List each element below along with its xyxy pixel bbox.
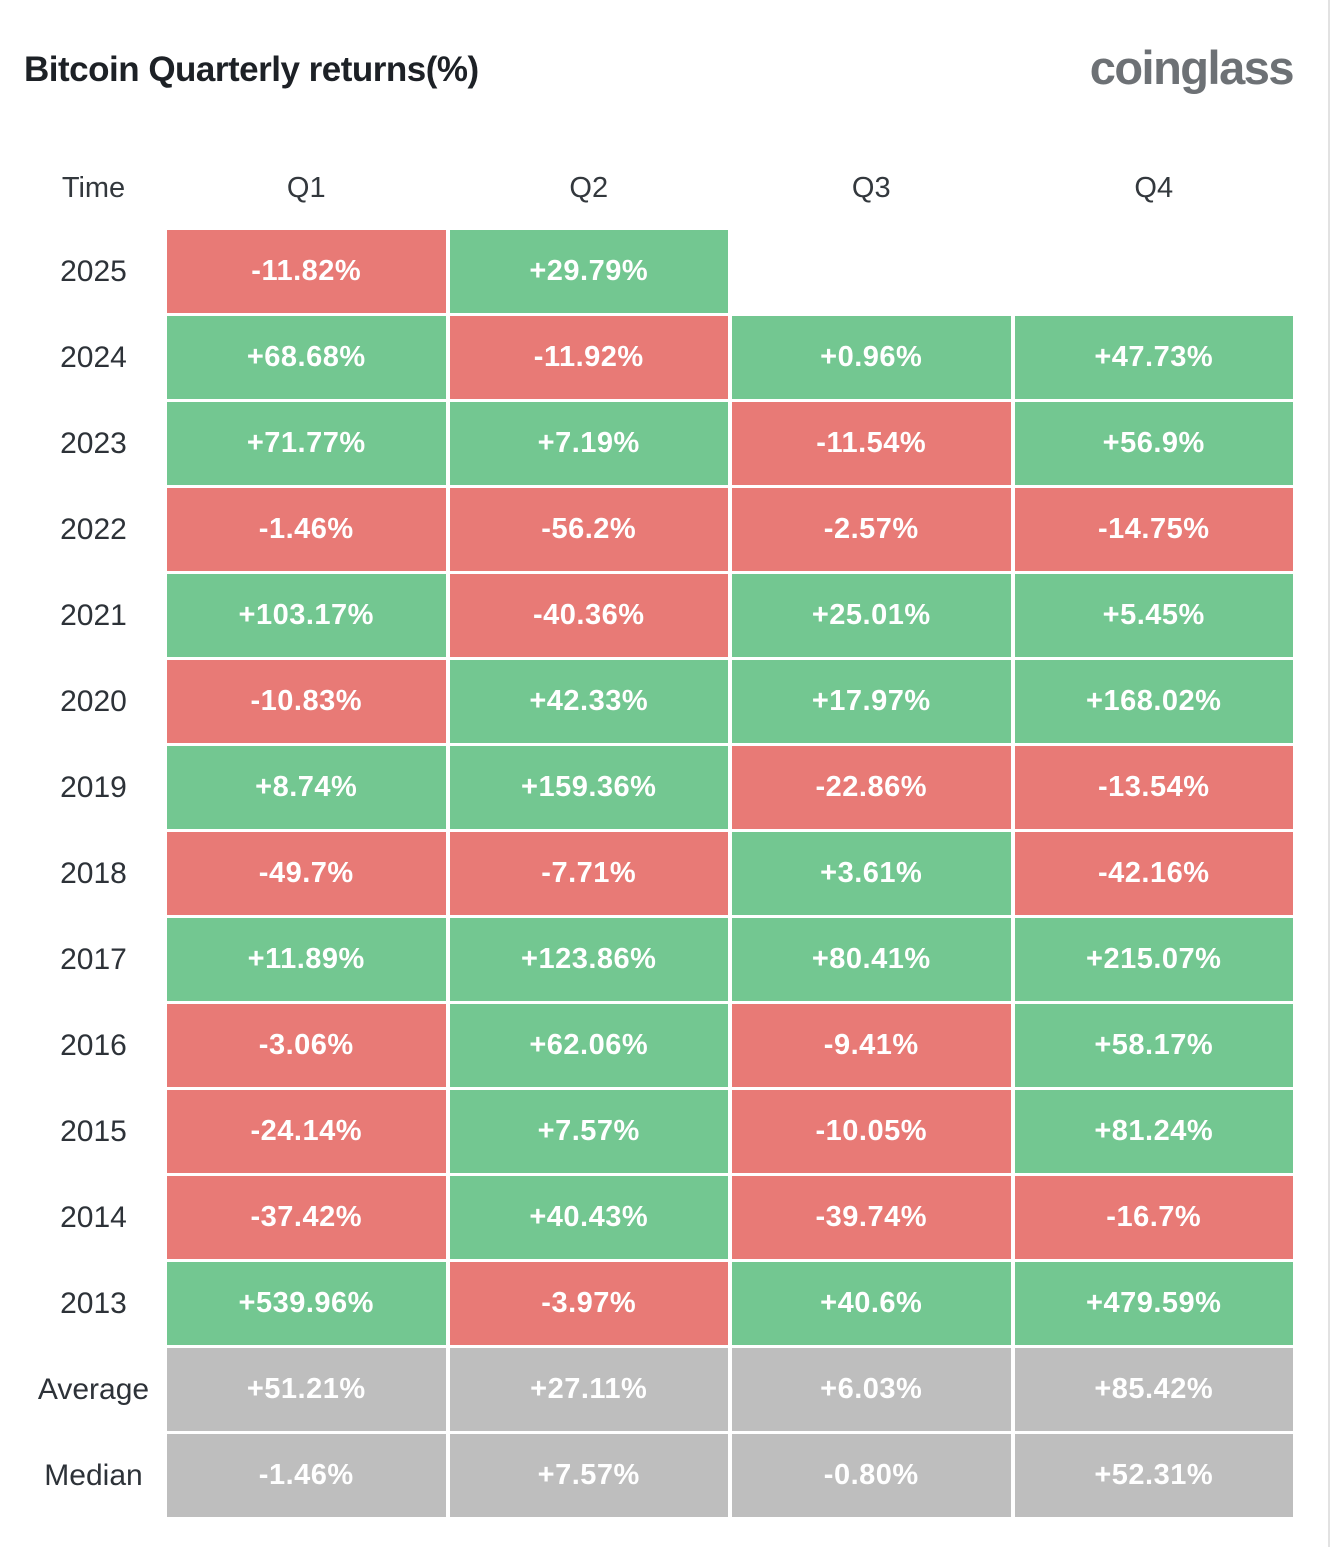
return-cell-2022-q4: -14.75%	[1014, 488, 1293, 571]
return-cell-median-q2: +7.57%	[449, 1434, 728, 1517]
return-cell-average-q3: +6.03%	[732, 1348, 1011, 1431]
header-bar: Bitcoin Quarterly returns(%) coinglass	[0, 0, 1332, 92]
col-header-q2: Q2	[569, 171, 609, 204]
return-cell-2019-q1: +8.74%	[167, 746, 446, 829]
return-cell-2016-q4: +58.17%	[1014, 1004, 1293, 1087]
row-label-average: Average	[37, 1372, 150, 1406]
col-header-q4: Q4	[1134, 171, 1174, 204]
scrollbar[interactable]	[1328, 0, 1330, 1547]
return-cell-2018-q2: -7.71%	[449, 832, 728, 915]
return-cell-2023-q2: +7.19%	[449, 402, 728, 485]
return-cell-2025-q3	[732, 230, 1011, 313]
returns-grid: 2025 -11.82% +29.79% 2024 +68.68% -11.92% +0.9…	[24, 230, 1293, 1517]
coinglass-logo[interactable]: coinglass	[1089, 41, 1295, 94]
row-label-2014: 2014	[60, 1200, 127, 1234]
return-cell-2013-q2: -3.97%	[449, 1262, 728, 1345]
row-label-2023: 2023	[60, 426, 127, 460]
row-label-2025: 2025	[60, 254, 127, 288]
return-cell-average-q1: +51.21%	[167, 1348, 446, 1431]
row-label-2016: 2016	[60, 1028, 127, 1062]
return-cell-2014-q3: -39.74%	[732, 1176, 1011, 1259]
return-cell-2015-q4: +81.24%	[1014, 1090, 1293, 1173]
return-cell-2024-q2: -11.92%	[449, 316, 728, 399]
return-cell-2017-q1: +11.89%	[167, 918, 446, 1001]
row-label-2021: 2021	[60, 598, 127, 632]
returns-grid-header: Time Q1 Q2 Q3 Q4	[24, 166, 1293, 210]
return-cell-2022-q2: -56.2%	[449, 488, 728, 571]
return-cell-2013-q3: +40.6%	[732, 1262, 1011, 1345]
return-cell-2015-q2: +7.57%	[449, 1090, 728, 1173]
col-header-q1: Q1	[286, 171, 326, 204]
return-cell-2021-q2: -40.36%	[449, 574, 728, 657]
return-cell-2020-q4: +168.02%	[1014, 660, 1293, 743]
return-cell-2022-q1: -1.46%	[167, 488, 446, 571]
return-cell-2014-q2: +40.43%	[449, 1176, 728, 1259]
return-cell-2024-q3: +0.96%	[732, 316, 1011, 399]
col-header-q3: Q3	[851, 171, 891, 204]
return-cell-2016-q1: -3.06%	[167, 1004, 446, 1087]
return-cell-2019-q4: -13.54%	[1014, 746, 1293, 829]
return-cell-2021-q3: +25.01%	[732, 574, 1011, 657]
return-cell-2016-q3: -9.41%	[732, 1004, 1011, 1087]
return-cell-2020-q1: -10.83%	[167, 660, 446, 743]
return-cell-2018-q1: -49.7%	[167, 832, 446, 915]
return-cell-2022-q3: -2.57%	[732, 488, 1011, 571]
col-header-time: Time	[61, 171, 126, 204]
return-cell-2025-q2: +29.79%	[449, 230, 728, 313]
row-label-median: Median	[44, 1458, 143, 1492]
return-cell-2014-q4: -16.7%	[1014, 1176, 1293, 1259]
return-cell-average-q2: +27.11%	[449, 1348, 728, 1431]
return-cell-2024-q1: +68.68%	[167, 316, 446, 399]
return-cell-2015-q3: -10.05%	[732, 1090, 1011, 1173]
return-cell-2019-q3: -22.86%	[732, 746, 1011, 829]
return-cell-median-q1: -1.46%	[167, 1434, 446, 1517]
return-cell-2016-q2: +62.06%	[449, 1004, 728, 1087]
return-cell-2018-q4: -42.16%	[1014, 832, 1293, 915]
row-label-2015: 2015	[60, 1114, 127, 1148]
return-cell-median-q3: -0.80%	[732, 1434, 1011, 1517]
page-title: Bitcoin Quarterly returns(%)	[24, 50, 479, 89]
row-label-2019: 2019	[60, 770, 127, 804]
return-cell-2019-q2: +159.36%	[449, 746, 728, 829]
return-cell-2024-q4: +47.73%	[1014, 316, 1293, 399]
return-cell-2017-q4: +215.07%	[1014, 918, 1293, 1001]
return-cell-average-q4: +85.42%	[1014, 1348, 1293, 1431]
return-cell-2015-q1: -24.14%	[167, 1090, 446, 1173]
return-cell-2013-q4: +479.59%	[1014, 1262, 1293, 1345]
row-label-2024: 2024	[60, 340, 127, 374]
return-cell-2017-q3: +80.41%	[732, 918, 1011, 1001]
row-label-2020: 2020	[60, 684, 127, 718]
return-cell-median-q4: +52.31%	[1014, 1434, 1293, 1517]
return-cell-2021-q1: +103.17%	[167, 574, 446, 657]
return-cell-2013-q1: +539.96%	[167, 1262, 446, 1345]
row-label-2013: 2013	[60, 1286, 127, 1320]
return-cell-2025-q4	[1015, 230, 1294, 313]
return-cell-2023-q4: +56.9%	[1014, 402, 1293, 485]
return-cell-2020-q3: +17.97%	[732, 660, 1011, 743]
return-cell-2021-q4: +5.45%	[1014, 574, 1293, 657]
return-cell-2018-q3: +3.61%	[732, 832, 1011, 915]
row-label-2018: 2018	[60, 856, 127, 890]
return-cell-2020-q2: +42.33%	[449, 660, 728, 743]
return-cell-2014-q1: -37.42%	[167, 1176, 446, 1259]
row-label-2022: 2022	[60, 512, 127, 546]
return-cell-2023-q1: +71.77%	[167, 402, 446, 485]
return-cell-2025-q1: -11.82%	[167, 230, 446, 313]
return-cell-2017-q2: +123.86%	[449, 918, 728, 1001]
return-cell-2023-q3: -11.54%	[732, 402, 1011, 485]
row-label-2017: 2017	[60, 942, 127, 976]
